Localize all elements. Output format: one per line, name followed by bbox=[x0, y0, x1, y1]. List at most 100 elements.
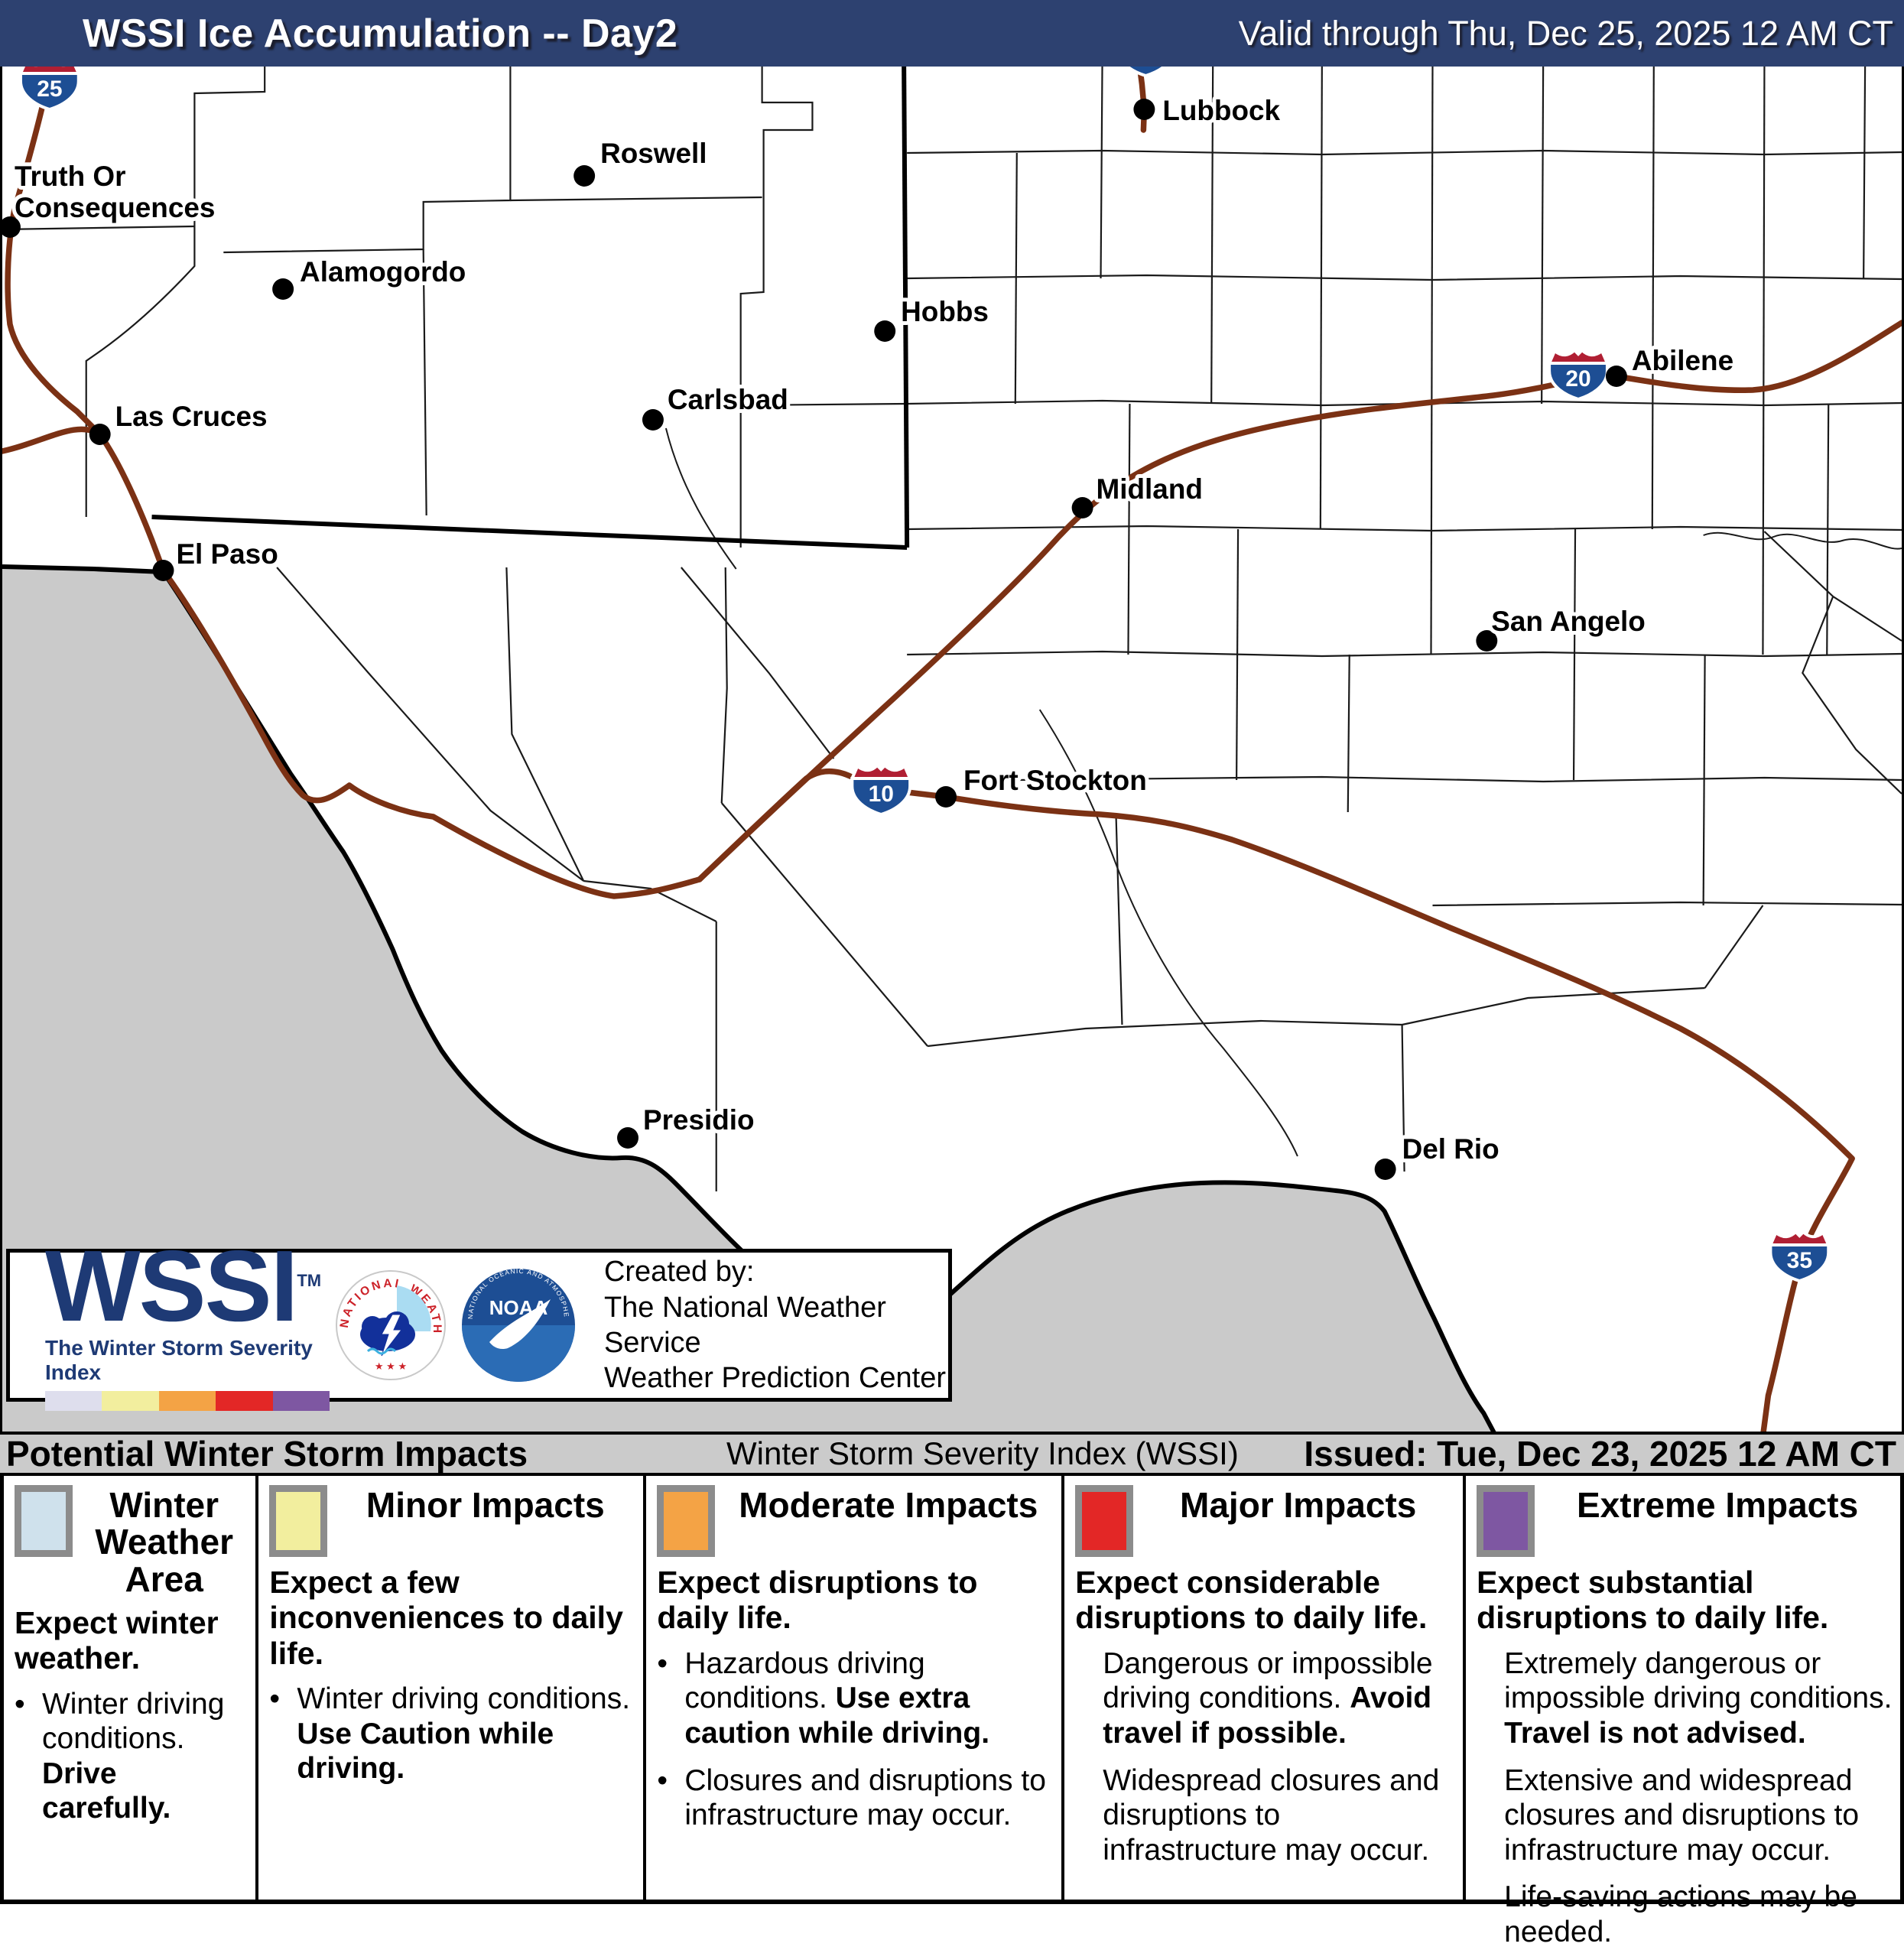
legend-column-header: Moderate Impacts bbox=[657, 1485, 1054, 1557]
city-label-abilene: Abilene bbox=[1632, 345, 1733, 376]
legend-column-header: Minor Impacts bbox=[269, 1485, 635, 1557]
impacts-bar-title: Potential Winter Storm Impacts bbox=[6, 1434, 528, 1474]
city-label-carlsbad: Carlsbad bbox=[668, 384, 788, 415]
severity-strip-cell bbox=[216, 1390, 273, 1411]
county-line bbox=[1702, 654, 1706, 906]
noaa-logo-icon: NATIONAL OCEANIC AND ATMOSPHERIC ADMINIS… bbox=[461, 1267, 575, 1382]
city-label-san-angelo: San Angelo bbox=[1491, 606, 1646, 637]
impacts-title-bar: Potential Winter Storm Impacts Winter St… bbox=[0, 1432, 1904, 1476]
city-dot-abilene bbox=[1605, 366, 1627, 387]
county-line bbox=[1014, 152, 1018, 405]
legend-item: Dangerous or impossible driving conditio… bbox=[1075, 1646, 1455, 1751]
county-line bbox=[1100, 67, 1103, 279]
created-by-text: Created by: The National Weather Service… bbox=[604, 1254, 948, 1396]
county-line bbox=[1430, 67, 1434, 655]
county-line bbox=[1704, 905, 1764, 989]
county-line bbox=[1115, 814, 1123, 1025]
legend-column-moderate-impacts: Moderate Impacts Expect disruptions to d… bbox=[643, 1476, 1061, 1900]
legend-item-text: Life-saving actions may be needed. bbox=[1504, 1880, 1857, 1949]
bullet-marker: • bbox=[657, 1763, 668, 1797]
county-line bbox=[1763, 531, 1902, 642]
interstate-35-shield-icon: 35 bbox=[1768, 1230, 1831, 1283]
city-dot-roswell bbox=[573, 165, 596, 187]
state-border bbox=[902, 67, 910, 548]
legend-column-header: Winter Weather Area bbox=[15, 1485, 248, 1597]
legend-lead-text: Expect disruptions to daily life. bbox=[657, 1565, 978, 1636]
city-dot-hobbs bbox=[874, 320, 896, 342]
county-line bbox=[1802, 596, 1902, 795]
legend-item: Extensive and widespread closures and di… bbox=[1477, 1763, 1893, 1868]
legend-item-text: Closures and disruptions to infrastructu… bbox=[684, 1763, 1046, 1832]
city-dot-las-cruces bbox=[89, 424, 111, 445]
county-line bbox=[739, 67, 814, 548]
city-dot-san-angelo bbox=[1476, 630, 1498, 652]
county-line bbox=[1762, 67, 1766, 655]
interstate-road bbox=[160, 567, 1855, 1436]
county-line bbox=[85, 226, 196, 517]
legend-lead-text: Expect substantial disruptions to daily … bbox=[1477, 1565, 1829, 1636]
city-label-alamogordo: Alamogordo bbox=[300, 256, 466, 288]
city-label-las-cruces: Las Cruces bbox=[115, 401, 268, 432]
legend-column-header: Extreme Impacts bbox=[1477, 1485, 1893, 1557]
impacts-legend: Winter Weather Area Expect winter weathe… bbox=[0, 1476, 1904, 1948]
severity-color-swatch bbox=[1477, 1485, 1535, 1557]
item-indent bbox=[1075, 1763, 1103, 1868]
legend-column-title: Minor Impacts bbox=[366, 1485, 605, 1525]
county-line bbox=[1572, 528, 1577, 781]
tm-mark: TM bbox=[297, 1271, 322, 1291]
svg-text:★ ★ ★: ★ ★ ★ bbox=[375, 1360, 407, 1372]
county-line bbox=[1127, 403, 1131, 655]
issued-label: Issued: Tue, Dec 23, 2025 12 AM CT bbox=[1304, 1434, 1896, 1474]
county-line bbox=[740, 402, 908, 407]
interstate-road bbox=[2, 426, 103, 454]
interstate-10-shield-icon: 10 bbox=[850, 763, 913, 817]
city-dot-el-paso bbox=[152, 560, 174, 581]
severity-strip-cell bbox=[272, 1390, 330, 1411]
created-by-line: The National Weather Service bbox=[603, 1291, 886, 1359]
legend-item-text: Dangerous or impossible driving conditio… bbox=[1103, 1646, 1433, 1750]
county-line bbox=[223, 67, 512, 254]
bullet-marker: • bbox=[657, 1646, 668, 1680]
county-line bbox=[193, 67, 266, 226]
nws-logo-icon: NATIONAL WEATHER SERVICE ★ ★ ★ bbox=[335, 1270, 446, 1380]
city-label-presidio: Presidio bbox=[643, 1104, 755, 1136]
city-label-el-paso: El Paso bbox=[176, 538, 278, 570]
county-line bbox=[1651, 67, 1655, 530]
valid-through-label: Valid through Thu, Dec 25, 2025 12 AM CT bbox=[1238, 13, 1893, 53]
county-line bbox=[422, 249, 427, 516]
legend-item: Extremely dangerous or impossible drivin… bbox=[1477, 1646, 1893, 1751]
river-line bbox=[664, 427, 737, 570]
impacts-bar-subtitle: Winter Storm Severity Index (WSSI) bbox=[726, 1435, 1239, 1471]
county-line bbox=[1432, 901, 1902, 907]
city-label-del-rio: Del Rio bbox=[1402, 1133, 1499, 1165]
svg-text:20: 20 bbox=[1565, 366, 1590, 392]
severity-strip-cell bbox=[102, 1390, 159, 1411]
wssi-logo-box: WSSITM The Winter Storm Severity Index N… bbox=[6, 1236, 952, 1411]
city-dot-lubbock bbox=[1133, 99, 1155, 120]
svg-text:35: 35 bbox=[1787, 1248, 1812, 1273]
county-line bbox=[1401, 1024, 1405, 1172]
county-line bbox=[1210, 67, 1214, 405]
legend-lead-text: Expect winter weather. bbox=[15, 1604, 219, 1676]
legend-item: Widespread closures and disruptions to i… bbox=[1075, 1763, 1455, 1868]
county-line bbox=[1236, 528, 1240, 781]
weather-map: 25 20 10 35 Truth Or Consequences Alamogordo Ro… bbox=[0, 67, 1904, 1436]
legend-item-text: Winter driving conditions. Drive careful… bbox=[42, 1687, 225, 1825]
legend-item-text: Extremely dangerous or impossible drivin… bbox=[1504, 1646, 1893, 1750]
city-label-hobbs: Hobbs bbox=[901, 296, 989, 327]
county-line bbox=[583, 879, 717, 922]
city-label-roswell: Roswell bbox=[600, 138, 707, 169]
county-line bbox=[907, 650, 1902, 658]
header-bar: WSSI Ice Accumulation -- Day2 Valid thro… bbox=[0, 0, 1904, 67]
legend-column-title: Moderate Impacts bbox=[739, 1485, 1038, 1525]
legend-column-major-impacts: Major Impacts Expect considerable disrup… bbox=[1061, 1476, 1463, 1900]
item-indent bbox=[1477, 1763, 1504, 1868]
legend-column-title: Extreme Impacts bbox=[1576, 1485, 1859, 1525]
legend-item-text: Hazardous driving conditions. Use extra … bbox=[684, 1646, 990, 1750]
city-dot-truth-or-consequences bbox=[2, 216, 21, 238]
international-border bbox=[2, 564, 1498, 1436]
city-dot-alamogordo bbox=[272, 278, 294, 300]
legend-item: Life-saving actions may be needed. bbox=[1477, 1880, 1893, 1949]
legend-items: Dangerous or impossible driving conditio… bbox=[1075, 1646, 1455, 1868]
